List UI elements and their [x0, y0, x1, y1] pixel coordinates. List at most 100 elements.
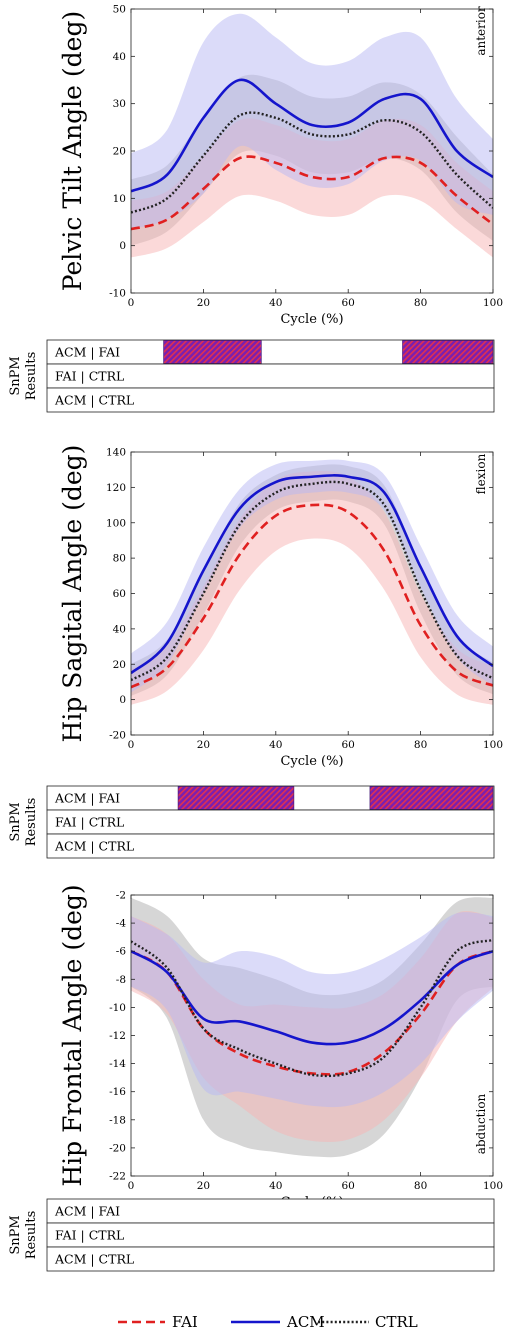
- y-axis-label: Hip Frontal Angle (deg): [58, 884, 87, 1186]
- x-tick-label: 80: [414, 739, 427, 751]
- plot-marks: [131, 459, 493, 705]
- x-tick-label: 100: [483, 1180, 503, 1192]
- band-acm: [131, 459, 493, 693]
- y-tick-label: -4: [116, 918, 127, 930]
- x-axis-label: Cycle (%): [280, 312, 343, 327]
- plot-marks: [131, 13, 493, 258]
- x-tick-label: 20: [197, 739, 210, 751]
- snpm-row-label: ACM | CTRL: [54, 1252, 134, 1267]
- y-tick-label: 40: [113, 51, 126, 63]
- y-tick-label: 0: [119, 240, 126, 252]
- x-tick-label: 60: [342, 297, 355, 309]
- snpm-title-line2: Results: [24, 1211, 39, 1260]
- snpm-title-line2: Results: [24, 798, 39, 847]
- snpm-title-line1: SnPM: [8, 1215, 23, 1254]
- chart-3: 0 20 40 60 80 100 -22 -20 -18 -16 -14 -12 -10 -8 -6 -4 -…: [58, 884, 503, 1210]
- y-tick-label: 20: [113, 146, 126, 158]
- x-tick-label: 0: [128, 739, 135, 751]
- x-tick-label: 60: [342, 1180, 355, 1192]
- x-tick-label: 80: [414, 1180, 427, 1192]
- snpm-row-label: ACM | FAI: [54, 345, 120, 360]
- snpm-row-label: ACM | FAI: [54, 1204, 120, 1219]
- band-acm: [131, 13, 493, 230]
- y-tick-label: 10: [113, 193, 126, 205]
- y-tick-label: 140: [106, 447, 126, 459]
- y-tick-label: -22: [109, 1171, 126, 1183]
- snpm-significant-segment: [163, 340, 262, 364]
- line-acm: [131, 78, 493, 193]
- snpm-row: [46, 1222, 495, 1248]
- y-tick-label: 50: [113, 4, 126, 16]
- snpm-row: [46, 1198, 495, 1224]
- y-tick-label: -2: [116, 890, 126, 902]
- y-tick-label: 80: [113, 553, 126, 565]
- y-tick-label: -10: [109, 288, 126, 300]
- y-tick-label: 40: [113, 623, 126, 635]
- snpm-panel-2: ACM | FAI FAI | CTRL ACM | CTRL SnPM Results: [8, 785, 495, 859]
- plot-marks: [131, 897, 493, 1158]
- x-axis-label: Cycle (%): [280, 754, 343, 769]
- x-tick-label: 20: [197, 297, 210, 309]
- snpm-title-line1: SnPM: [8, 802, 23, 841]
- snpm-row-label: ACM | CTRL: [54, 839, 134, 854]
- snpm-row-label: FAI | CTRL: [55, 369, 124, 384]
- snpm-row-label: FAI | CTRL: [55, 815, 124, 830]
- direction-annotation: abduction: [474, 1093, 488, 1154]
- legend-label-fai: FAI: [172, 1313, 198, 1331]
- y-tick-label: 20: [113, 659, 126, 671]
- snpm-row: [46, 1246, 495, 1272]
- line-fai: [131, 155, 493, 231]
- y-tick-label: -18: [109, 1114, 126, 1126]
- y-tick-label: -12: [109, 1030, 126, 1042]
- snpm-significant-segment: [177, 786, 295, 810]
- y-tick-label: -14: [109, 1058, 126, 1070]
- x-tick-label: 60: [342, 739, 355, 751]
- y-axis-label: Hip Sagital Angle (deg): [58, 445, 87, 743]
- y-tick-label: -10: [109, 1002, 126, 1014]
- y-tick-label: 30: [113, 98, 126, 110]
- y-tick-label: -20: [109, 1142, 126, 1154]
- line-acm: [131, 949, 493, 1046]
- line-fai: [131, 503, 493, 689]
- band-acm: [131, 912, 493, 1108]
- y-tick-label: -20: [109, 730, 126, 742]
- snpm-significant-segment: [402, 340, 494, 364]
- x-tick-label: 40: [269, 297, 282, 309]
- snpm-row-label: FAI | CTRL: [55, 1228, 124, 1243]
- snpm-row: [46, 833, 495, 859]
- snpm-row-label: ACM | FAI: [54, 791, 120, 806]
- y-tick-label: 60: [113, 588, 126, 600]
- line-ctrl: [131, 938, 493, 1078]
- y-tick-label: 100: [106, 517, 126, 529]
- snpm-row: [46, 387, 495, 413]
- snpm-panel-1: ACM | FAI FAI | CTRL ACM | CTRL SnPM Results: [8, 339, 495, 413]
- snpm-significant-segment: [369, 786, 494, 810]
- x-tick-label: 20: [197, 1180, 210, 1192]
- legend-label-ctrl: CTRL: [375, 1313, 418, 1331]
- x-tick-label: 40: [269, 1180, 282, 1192]
- legend-label-acm: ACM: [286, 1313, 325, 1331]
- snpm-title-line1: SnPM: [8, 356, 23, 395]
- y-tick-label: -8: [116, 974, 126, 986]
- line-acm: [131, 474, 493, 675]
- x-tick-label: 80: [414, 297, 427, 309]
- x-tick-label: 0: [128, 1180, 135, 1192]
- snpm-row-label: ACM | CTRL: [54, 393, 134, 408]
- y-tick-label: 0: [119, 694, 126, 706]
- x-tick-label: 100: [483, 739, 503, 751]
- snpm-row: [46, 809, 495, 835]
- direction-annotation: flexion: [474, 453, 488, 494]
- x-tick-label: 40: [269, 739, 282, 751]
- snpm-panel-3: ACM | FAI FAI | CTRL ACM | CTRL SnPM Results: [8, 1198, 495, 1272]
- x-tick-label: 100: [483, 297, 503, 309]
- y-tick-label: -16: [109, 1086, 126, 1098]
- x-tick-label: 0: [128, 297, 135, 309]
- y-tick-label: 120: [106, 482, 126, 494]
- y-tick-label: -6: [116, 946, 127, 958]
- line-ctrl: [131, 480, 493, 682]
- y-axis-label: Pelvic Tilt Angle (deg): [58, 11, 87, 291]
- snpm-row: [46, 363, 495, 389]
